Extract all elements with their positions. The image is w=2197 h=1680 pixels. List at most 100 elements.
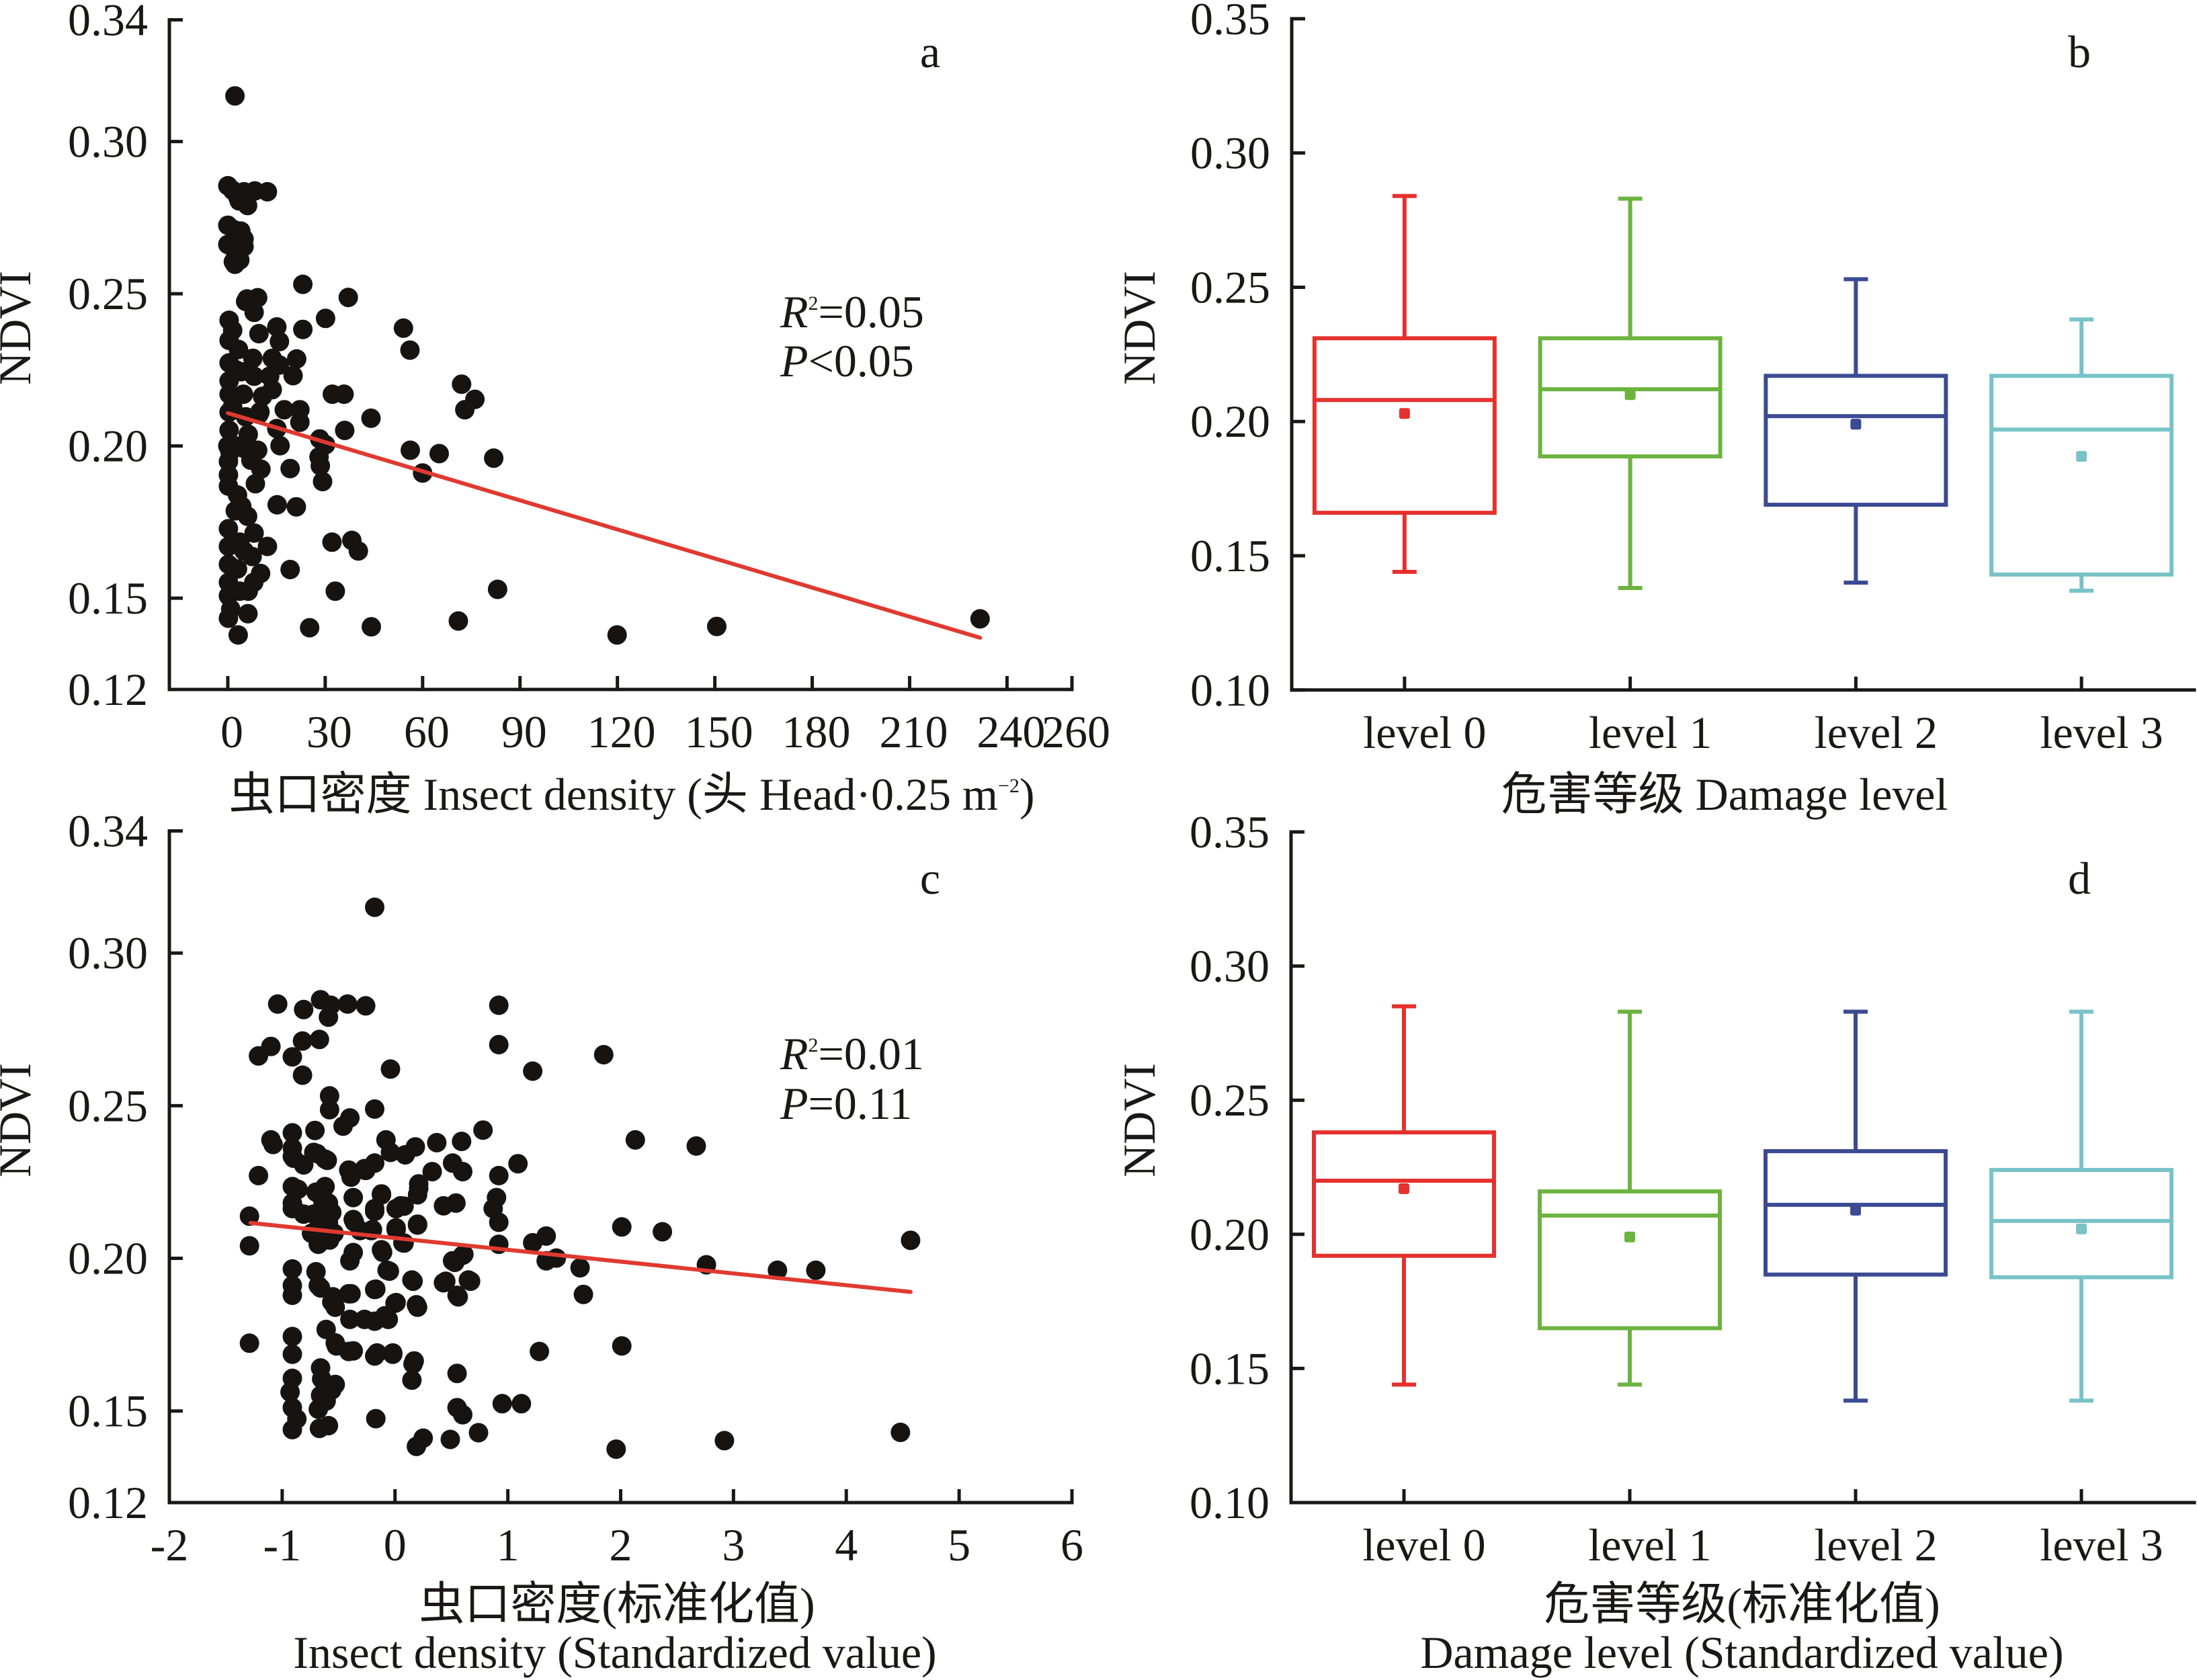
scatter-point: [570, 1258, 590, 1278]
scatter-point: [378, 1309, 399, 1329]
x-tick-label: 6: [1061, 1519, 1083, 1570]
scatter-point: [356, 1161, 376, 1181]
scatter-point: [286, 497, 306, 517]
scatter-point: [325, 1297, 345, 1317]
scatter-point: [625, 1130, 645, 1150]
scatter-point: [239, 1333, 259, 1353]
scatter-point: [282, 1286, 302, 1305]
iqr-box: [1764, 1149, 1948, 1277]
y-tick-label: 0.10: [1190, 1477, 1270, 1528]
scatter-point: [243, 348, 263, 368]
scatter-point: [379, 1261, 399, 1282]
y-tick-label: 0.35: [1190, 0, 1270, 44]
iqr-box: [1989, 1167, 2173, 1279]
p-value-annotation: P<0.05: [780, 335, 914, 386]
scatter-point: [253, 386, 273, 407]
x-tick-label: 0: [220, 706, 243, 757]
y-tick-label: 0.30: [1190, 941, 1270, 992]
scatter-point: [282, 1419, 302, 1439]
scatter-point: [393, 318, 413, 338]
scatter-point: [489, 1212, 509, 1232]
scatter-point: [447, 1363, 467, 1384]
scatter-point: [607, 625, 627, 645]
scatter-point: [573, 1284, 593, 1304]
y-tick-label: 0.34: [68, 0, 148, 46]
scatter-point: [341, 1167, 361, 1187]
scatter-point: [970, 609, 990, 629]
y-tick-label: 0.25: [68, 268, 148, 319]
scatter-point: [228, 625, 248, 645]
scatter-point: [319, 1086, 339, 1106]
p-value-annotation-segment: P: [780, 335, 809, 386]
box-plot-level-3: [1989, 317, 2174, 593]
iqr-box: [1989, 374, 2174, 577]
box-plot-level-1: [1538, 196, 1723, 590]
mean-marker: [1624, 389, 1636, 401]
r-squared-annotation-segment: =0.01: [819, 1028, 924, 1079]
scatter-point: [282, 1047, 302, 1067]
mean-marker: [1850, 419, 1862, 430]
scatter-point: [492, 1394, 512, 1414]
y-tick-label: 0.30: [68, 927, 148, 978]
box-plot-level-3: [1989, 1009, 2173, 1403]
scatter-point: [232, 496, 252, 516]
scatter-point: [407, 1214, 427, 1234]
scatter-point: [225, 86, 245, 106]
scatter-point: [343, 1187, 364, 1208]
x-axis-title: 虫口密度(标准化值): [419, 1579, 815, 1630]
scatter-point: [366, 1279, 386, 1299]
scatter-point: [468, 1423, 489, 1443]
scatter-point: [366, 1409, 386, 1429]
mean-marker: [2076, 451, 2087, 462]
y-tick-label: 0.20: [68, 421, 148, 472]
scatter-point: [440, 1429, 460, 1450]
scatter-point: [274, 400, 294, 420]
scatter-point: [890, 1423, 911, 1442]
scatter-point: [313, 1196, 333, 1216]
scatter-point: [292, 1065, 313, 1085]
mean-marker: [1624, 1231, 1635, 1243]
y-tick-label: 0.20: [1190, 1209, 1270, 1260]
category-label: level 1: [1588, 1519, 1711, 1570]
category-label: level 0: [1362, 1519, 1485, 1570]
r-squared-annotation: R2=0.05: [780, 286, 924, 337]
r-squared-annotation-superscript: 2: [809, 292, 819, 314]
scatter-point: [227, 559, 247, 579]
scatter-point: [454, 1245, 474, 1265]
scatter-point: [270, 435, 290, 456]
p-value-annotation-segment: P: [780, 1078, 809, 1129]
scatter-point: [249, 324, 269, 343]
x-axis-title: Insect density (Standardized value): [293, 1627, 936, 1678]
scatter-point: [453, 1404, 472, 1425]
scatter-point: [523, 1061, 543, 1081]
y-tick-label: 0.12: [68, 1477, 148, 1528]
axes: 0.10 0.15 0.20 0.25 0.30 0.35 level 0 level 1 le…: [1190, 806, 2196, 1570]
x-tick-label: 1: [497, 1519, 520, 1570]
scatter-point: [220, 599, 241, 619]
scatter-point: [707, 616, 727, 636]
scatter-point: [249, 1165, 269, 1185]
scatter-point: [362, 617, 381, 637]
mean-marker: [1399, 1183, 1409, 1194]
scatter-point: [226, 360, 246, 380]
scatter-point: [714, 1431, 735, 1451]
scatter-point: [356, 996, 376, 1016]
r-squared-annotation-segment: R: [780, 1028, 809, 1079]
scatter-point: [453, 1162, 472, 1181]
iqr-box: [1312, 1130, 1496, 1258]
scatter-point: [372, 1184, 392, 1204]
scatter-point: [315, 308, 335, 329]
x-tick-label: 30: [306, 706, 352, 757]
scatter-point: [448, 611, 468, 631]
x-tick-label: 4: [835, 1519, 858, 1570]
scatter-point: [806, 1260, 826, 1280]
category-label: level 2: [1814, 1519, 1937, 1570]
scatter-point: [334, 384, 354, 405]
scatter-point: [244, 523, 264, 543]
scatter-point: [229, 191, 249, 211]
scatter-point: [282, 1327, 302, 1347]
x-tick-label: 260: [1042, 706, 1110, 757]
scatter-point: [239, 1236, 259, 1256]
scatter-point: [325, 581, 345, 601]
x-axis-title-superscript: −2: [998, 775, 1020, 797]
